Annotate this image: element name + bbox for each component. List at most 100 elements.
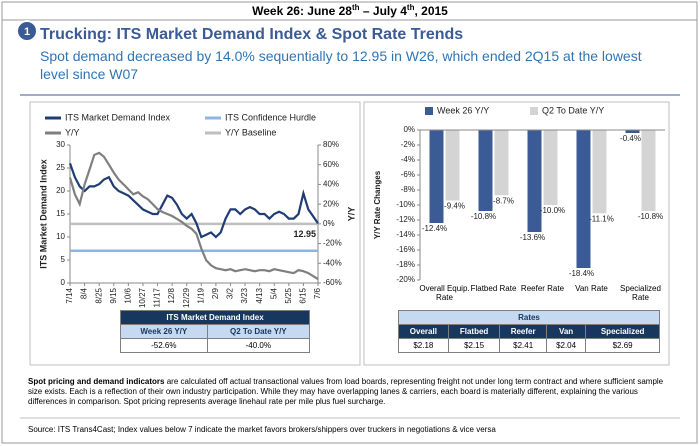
left-panel <box>29 101 361 366</box>
y2-tick-label: -60% <box>323 278 342 287</box>
y-tick-label: 15 <box>56 209 65 218</box>
table-header: Flatbed <box>447 324 501 339</box>
x-tick-label: 4/13 <box>255 287 264 303</box>
x-tick-label: 3/23 <box>240 287 249 303</box>
y-tick-label: 25 <box>56 163 65 172</box>
table-header: Week 26 Y/Y <box>120 324 208 339</box>
bar <box>445 130 460 201</box>
x-tick-label: 9/15 <box>109 287 118 303</box>
table-header: Reefer <box>499 324 547 339</box>
bar <box>494 130 509 196</box>
header-text: – July 4 <box>359 4 407 18</box>
x-tick-label: 6/15 <box>299 287 308 303</box>
legend-label: Y/Y <box>65 127 80 137</box>
y-axis-title: ITS Market Demand Index <box>38 159 48 269</box>
bar <box>478 130 493 211</box>
data-label: -13.6% <box>520 233 545 242</box>
y2-tick-label: 80% <box>323 140 339 149</box>
x-tick-label: Reefer Rate <box>520 284 565 293</box>
table-title: ITS Market Demand Index <box>120 310 310 325</box>
y2-tick-label: -20% <box>323 239 342 248</box>
badge-circle <box>16 20 38 42</box>
y-tick-label: 0 <box>61 278 66 287</box>
table-header: Q2 To Date Y/Y <box>206 324 311 339</box>
y-tick-label: -12% <box>396 215 415 224</box>
y-tick-label: -4% <box>401 155 415 164</box>
y-axis-title: Y/Y Rate Changes <box>373 170 382 239</box>
y-tick-label: -8% <box>401 185 415 194</box>
series-line <box>68 163 319 239</box>
y-tick-label: -20% <box>396 275 415 284</box>
header-sup: th <box>351 3 360 12</box>
bar <box>592 130 607 214</box>
x-tick-label: 8/4 <box>80 287 89 299</box>
legend-label: Q2 To Date Y/Y <box>542 105 604 115</box>
x-tick-label: Van Rate <box>575 284 608 293</box>
bar <box>641 130 656 211</box>
x-tick-label: 11/17 <box>153 287 162 307</box>
data-label: 12.95 <box>293 229 316 239</box>
bar <box>527 130 542 232</box>
y-tick-label: -6% <box>401 170 415 179</box>
x-tick-label: Specialized Rate <box>620 284 661 302</box>
x-tick-label: 2/9 <box>211 287 220 299</box>
x-tick-label: 7/14 <box>65 287 74 303</box>
y-tick-label: 30 <box>56 140 65 149</box>
y-tick-label: 0% <box>403 125 415 134</box>
header: Week 26: June 28th – July 4th, 2015 <box>0 3 700 18</box>
y-tick-label: 20 <box>56 186 65 195</box>
table-title: Rates <box>398 310 660 325</box>
table-cell: -52.6% <box>120 338 208 353</box>
table-cell: $2.18 <box>398 338 449 353</box>
source: Source: ITS Trans4Cast; Index values bel… <box>28 425 496 434</box>
table-cell: $2.41 <box>499 338 547 353</box>
footnote: Spot pricing and demand indicators are c… <box>28 377 668 407</box>
table-cell: $2.04 <box>545 338 587 353</box>
legend-label: ITS Confidence Hurdle <box>225 112 316 122</box>
y-tick-label: 5 <box>61 255 66 264</box>
header-sup: th <box>406 3 415 12</box>
y2-tick-label: 0% <box>323 219 335 228</box>
data-label: -12.4% <box>422 224 447 233</box>
y-tick-label: -2% <box>401 140 415 149</box>
legend-swatch <box>425 107 433 115</box>
table-header: Van <box>545 324 587 339</box>
y-tick-label: -16% <box>396 245 415 254</box>
x-tick-label: 8/25 <box>94 287 103 303</box>
x-tick-label: 12/8 <box>167 287 176 303</box>
x-tick-label: 12/29 <box>182 287 191 308</box>
right-panel <box>363 101 670 366</box>
legend-label: ITS Market Demand Index <box>65 112 171 122</box>
y2-tick-label: 20% <box>323 199 339 208</box>
x-tick-label: 3/2 <box>226 287 235 299</box>
x-tick-label: Overall Equip. Rate <box>419 284 470 302</box>
data-label: -10.8% <box>638 212 663 221</box>
footnote-text: are calculated off actual transactional … <box>28 377 664 406</box>
bar <box>625 130 640 133</box>
data-label: -8.7% <box>493 196 514 205</box>
table-cell: $2.69 <box>585 338 660 353</box>
x-tick-label: 5/25 <box>284 287 293 303</box>
y-tick-label: -18% <box>396 260 415 269</box>
legend-label: Week 26 Y/Y <box>437 105 489 115</box>
legend-swatch <box>530 107 538 115</box>
data-label: -0.4% <box>620 134 641 143</box>
bar <box>576 130 591 268</box>
x-tick-label: 10/27 <box>138 287 147 308</box>
y-tick-label: -14% <box>396 230 415 239</box>
x-tick-label: 7/6 <box>313 287 322 299</box>
footnote-lead: Spot pricing and demand indicators <box>28 377 165 386</box>
series-line <box>68 151 319 281</box>
index-table: ITS Market Demand Index Week 26 Y/Y Q2 To… <box>120 310 311 353</box>
bar <box>429 130 444 223</box>
x-tick-label: 5/4 <box>269 287 278 299</box>
table-cell: $2.15 <box>447 338 501 353</box>
y2-tick-label: 60% <box>323 160 339 169</box>
title: Trucking: ITS Market Demand Index & Spot… <box>40 26 464 43</box>
y2-axis-title: Y/Y <box>346 207 356 222</box>
x-tick-label: 10/6 <box>123 287 132 303</box>
y2-tick-label: 40% <box>323 180 339 189</box>
